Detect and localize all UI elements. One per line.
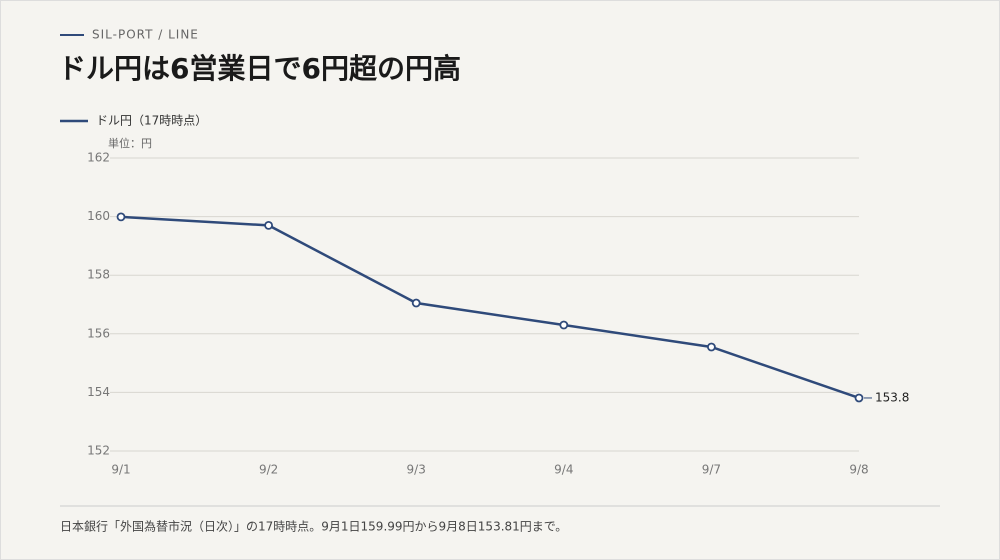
- y-tick-label: 156: [87, 326, 110, 340]
- x-tick-label: 9/8: [849, 463, 868, 477]
- point: [854, 393, 864, 403]
- x-tick-label: 9/7: [702, 463, 721, 477]
- line: [120, 215, 860, 400]
- point: [411, 298, 421, 308]
- y-tick-label: 158: [87, 268, 110, 282]
- point: [707, 342, 716, 352]
- point: [116, 212, 126, 222]
- y-unit: 単位：円: [108, 136, 152, 150]
- point: [264, 220, 274, 230]
- x-tick-label: 9/4: [554, 463, 573, 477]
- kicker: SIL-PORT / LINE: [92, 28, 199, 42]
- point: [559, 320, 569, 330]
- y-tick-label: 154: [87, 385, 110, 399]
- chart-title: ドル円は6営業日で6円超の円高: [58, 52, 461, 85]
- y-tick-label: 152: [87, 444, 110, 458]
- note: 日本銀行「外国為替市況（日次）」の17時時点。9月1日159.99円から9月8日…: [60, 519, 567, 534]
- y-tick-label: 160: [87, 209, 110, 223]
- y-tick-label: 162: [87, 151, 110, 165]
- x-tick-label: 9/3: [407, 463, 426, 477]
- x-tick-label: 9/1: [111, 463, 130, 477]
- legend-label: ドル円（17時時点）: [96, 114, 207, 128]
- value-label: 153.8: [875, 390, 909, 404]
- x-tick-label: 9/2: [259, 463, 278, 477]
